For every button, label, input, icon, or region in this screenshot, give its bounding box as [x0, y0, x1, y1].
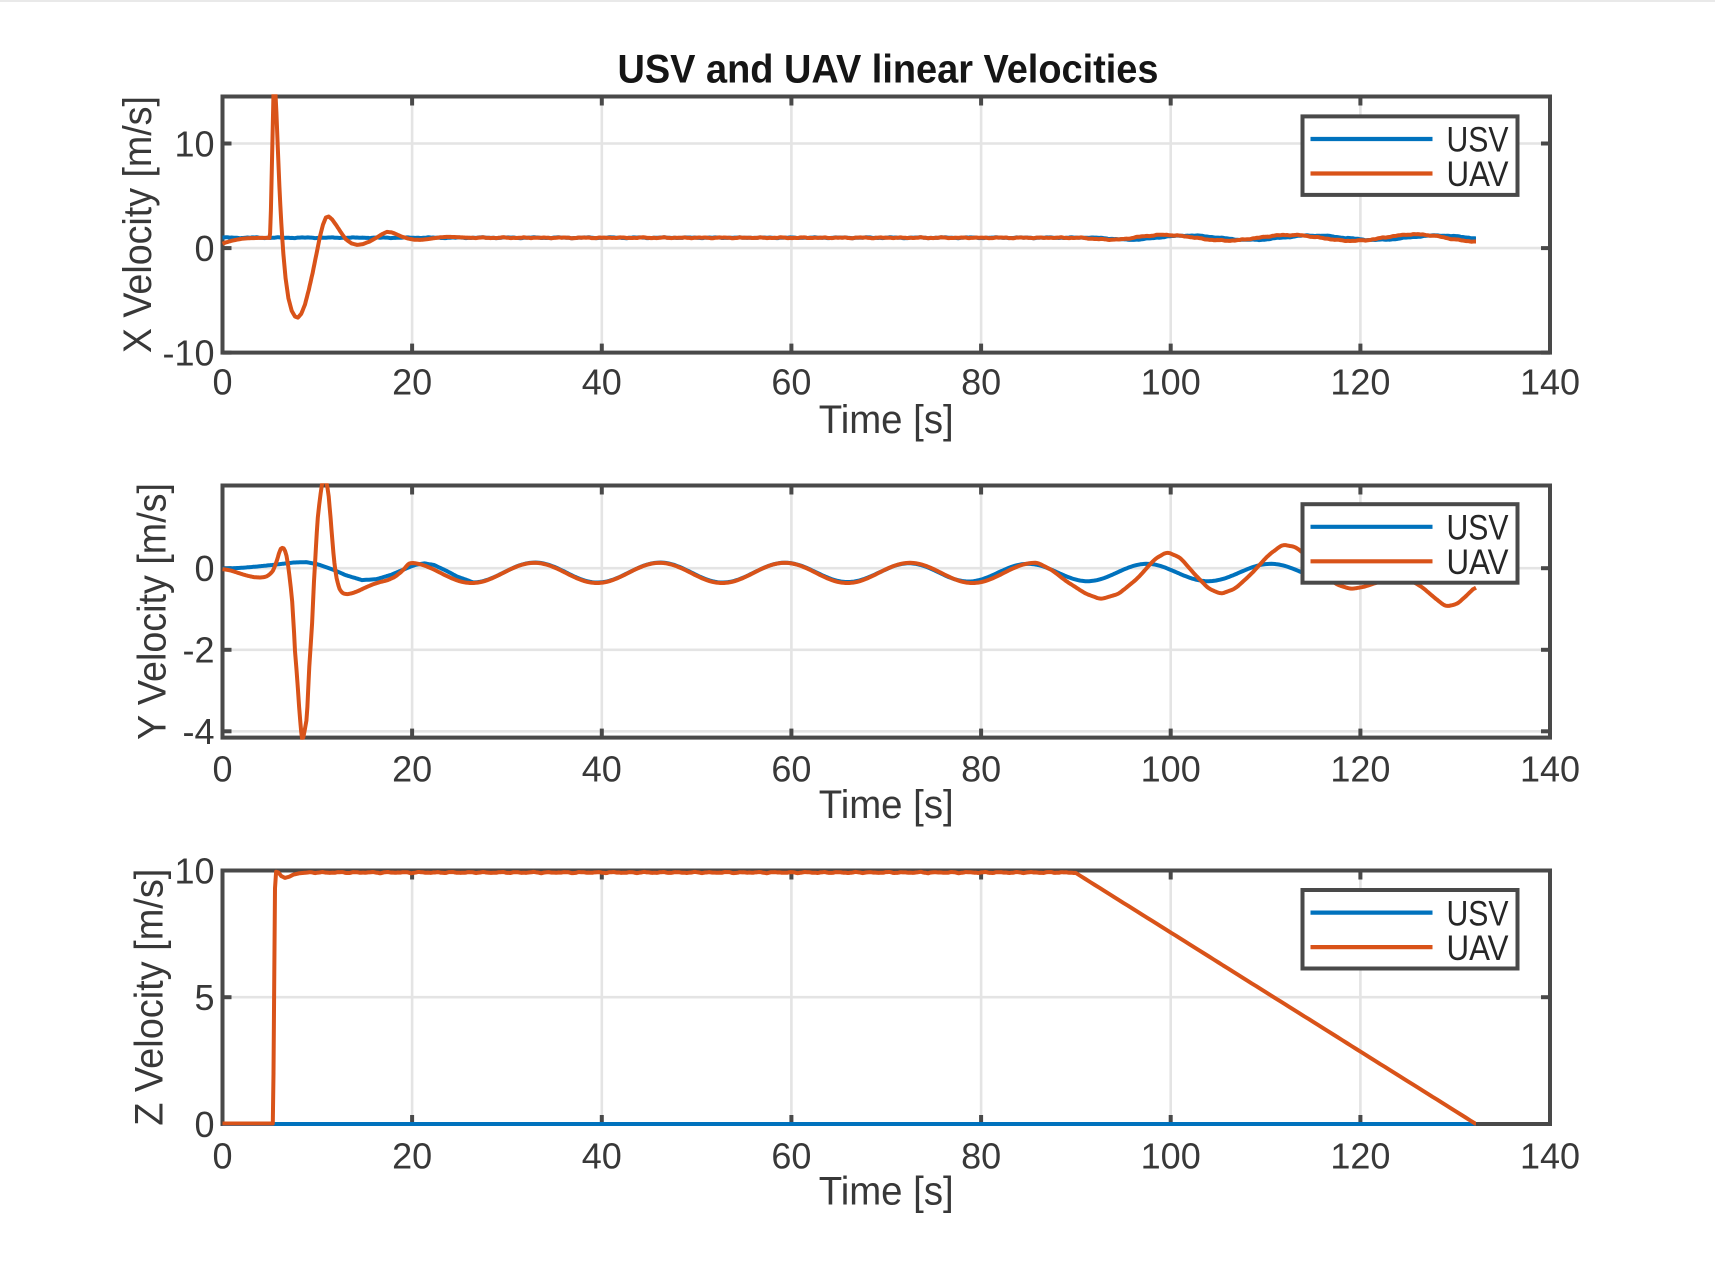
svg-text:100: 100 — [1141, 749, 1201, 790]
svg-text:USV: USV — [1447, 894, 1510, 933]
svg-text:80: 80 — [961, 362, 1001, 403]
svg-text:60: 60 — [771, 1136, 811, 1177]
svg-text:0: 0 — [194, 1104, 214, 1145]
svg-text:X Velocity [m/s]: X Velocity [m/s] — [116, 96, 160, 353]
svg-text:120: 120 — [1330, 749, 1390, 790]
svg-text:100: 100 — [1141, 362, 1201, 403]
svg-text:10: 10 — [174, 123, 214, 164]
svg-text:120: 120 — [1330, 362, 1390, 403]
svg-text:Time [s]: Time [s] — [819, 398, 954, 442]
svg-text:0: 0 — [212, 749, 232, 790]
svg-text:120: 120 — [1330, 1136, 1390, 1177]
svg-text:UAV: UAV — [1447, 929, 1510, 968]
svg-text:Time [s]: Time [s] — [819, 1170, 954, 1214]
svg-text:100: 100 — [1141, 1136, 1201, 1177]
svg-text:20: 20 — [392, 749, 432, 790]
svg-text:20: 20 — [392, 1136, 432, 1177]
svg-text:UAV: UAV — [1447, 543, 1510, 582]
svg-text:USV: USV — [1447, 121, 1510, 160]
svg-text:0: 0 — [212, 1136, 232, 1177]
svg-text:10: 10 — [174, 850, 214, 891]
svg-text:USV: USV — [1447, 509, 1510, 548]
svg-text:0: 0 — [212, 362, 232, 403]
svg-text:140: 140 — [1520, 749, 1580, 790]
svg-text:USV and UAV linear Velocities: USV and UAV linear Velocities — [618, 48, 1159, 92]
svg-text:140: 140 — [1520, 362, 1580, 403]
svg-text:-10: -10 — [162, 332, 214, 373]
svg-text:40: 40 — [582, 749, 622, 790]
svg-text:60: 60 — [771, 362, 811, 403]
svg-text:Y Velocity [m/s]: Y Velocity [m/s] — [131, 483, 175, 740]
svg-text:-2: -2 — [182, 630, 214, 671]
svg-text:40: 40 — [582, 1136, 622, 1177]
svg-text:80: 80 — [961, 1136, 1001, 1177]
svg-text:-4: -4 — [182, 711, 214, 752]
svg-text:0: 0 — [194, 548, 214, 589]
svg-text:140: 140 — [1520, 1136, 1580, 1177]
svg-text:UAV: UAV — [1447, 155, 1510, 194]
svg-text:60: 60 — [771, 749, 811, 790]
svg-text:5: 5 — [194, 977, 214, 1018]
svg-text:Time [s]: Time [s] — [819, 783, 954, 827]
svg-text:0: 0 — [194, 228, 214, 269]
svg-text:20: 20 — [392, 362, 432, 403]
svg-text:Z Velocity [m/s]: Z Velocity [m/s] — [128, 869, 172, 1126]
svg-text:80: 80 — [961, 749, 1001, 790]
svg-text:40: 40 — [582, 362, 622, 403]
